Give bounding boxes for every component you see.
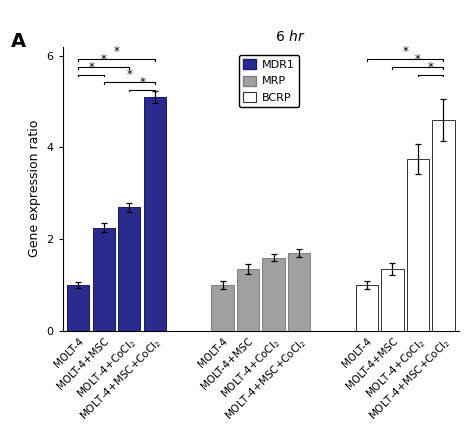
Y-axis label: Gene expression ratio: Gene expression ratio — [28, 120, 41, 258]
Bar — [67, 285, 90, 331]
Bar — [407, 159, 429, 331]
Bar — [237, 269, 259, 331]
Bar — [288, 253, 310, 331]
Text: *: * — [114, 46, 119, 58]
Bar — [118, 207, 140, 331]
Text: *: * — [139, 76, 145, 89]
Legend: MDR1, MRP, BCRP: MDR1, MRP, BCRP — [239, 55, 300, 107]
Bar — [93, 228, 115, 331]
Bar — [263, 258, 285, 331]
Bar — [432, 120, 455, 331]
Bar — [381, 269, 403, 331]
Text: *: * — [402, 46, 408, 58]
Text: *: * — [127, 68, 132, 81]
Bar — [356, 285, 378, 331]
Text: 6 $\it{hr}$: 6 $\it{hr}$ — [275, 28, 306, 44]
Text: *: * — [428, 60, 434, 74]
Text: A: A — [11, 32, 27, 51]
Text: *: * — [88, 60, 94, 74]
Bar — [144, 97, 166, 331]
Text: *: * — [415, 53, 421, 66]
Bar — [211, 285, 234, 331]
Text: *: * — [101, 53, 107, 66]
